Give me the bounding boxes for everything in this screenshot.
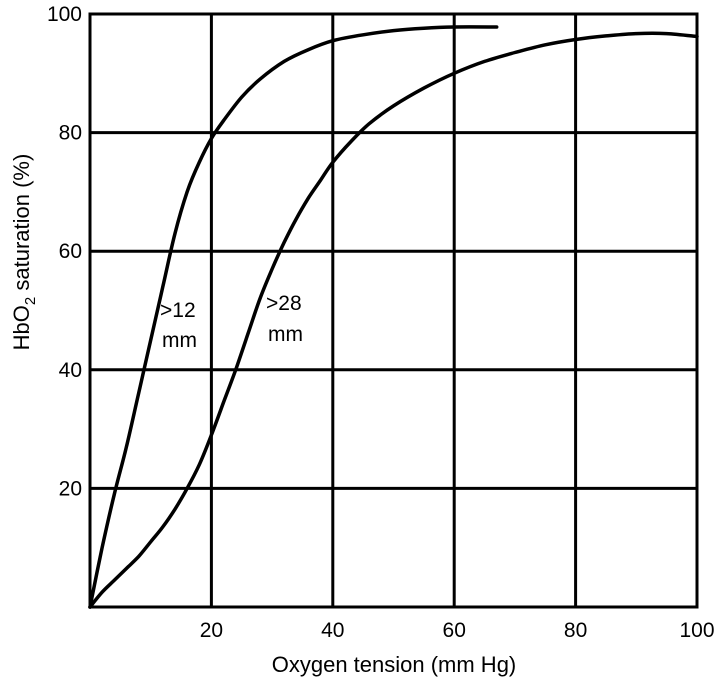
curve-series-1 [88, 31, 699, 609]
curves [88, 25, 699, 609]
y-tick-label-100: 100 [47, 3, 82, 26]
x-tick-label-100: 100 [679, 619, 714, 642]
y-axis-label-subscript: 2 [22, 297, 39, 305]
x-tick-label-40: 40 [321, 619, 344, 642]
plot-frame [88, 12, 699, 609]
y-tick-label-40: 40 [59, 359, 82, 382]
y-axis-label: HbO2 saturation (%) [9, 154, 39, 351]
curve-label-28mm-line1: >28 [266, 292, 302, 315]
y-tick-label-80: 80 [59, 122, 82, 145]
x-axis-label: Oxygen tension (mm Hg) [272, 652, 517, 677]
y-axis-label-part1: HbO [9, 305, 34, 350]
y-axis-label-part2: saturation (%) [9, 154, 34, 297]
grid [88, 12, 699, 609]
x-tick-label-20: 20 [200, 619, 223, 642]
curve-label-12mm-line2: mm [162, 329, 197, 352]
curve-series-0 [88, 25, 499, 609]
curve-label-28mm-line2: mm [268, 323, 303, 346]
x-tick-label-80: 80 [564, 619, 587, 642]
y-tick-label-60: 60 [59, 240, 82, 263]
y-tick-label-20: 20 [59, 477, 82, 500]
x-tick-label-60: 60 [443, 619, 466, 642]
curve-label-12mm-line1: >12 [160, 299, 196, 322]
tick-labels: 20 40 60 80 100 20 40 60 80 100 [47, 3, 715, 642]
